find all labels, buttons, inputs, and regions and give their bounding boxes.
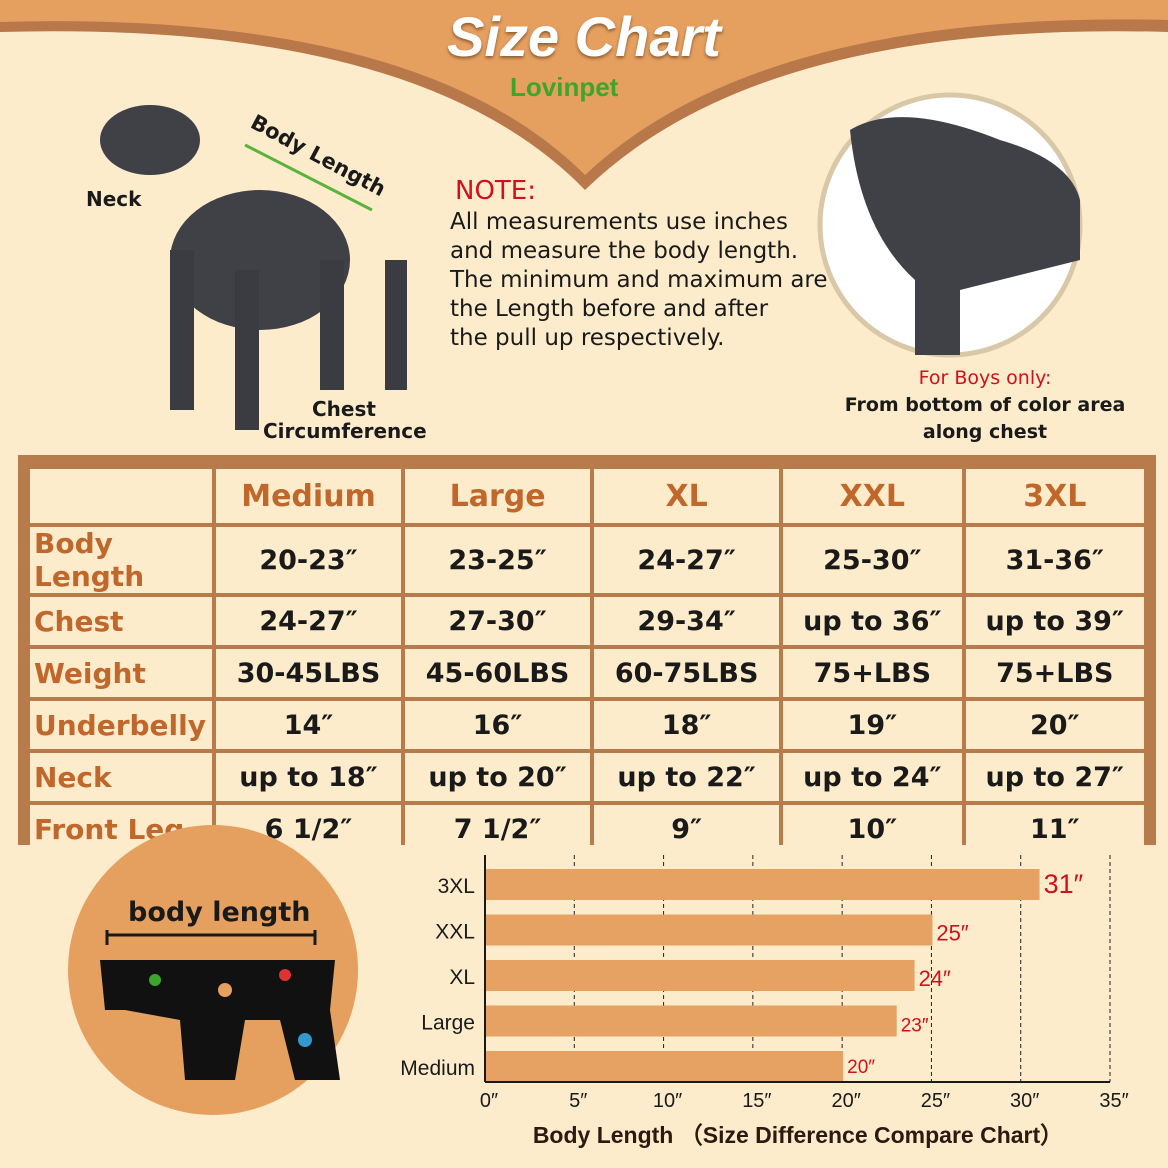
table-cell: 23-25″ — [405, 527, 591, 593]
neck-label: Neck — [86, 187, 142, 211]
table-cell: 20-23″ — [216, 527, 402, 593]
y-category-label: 3XL — [438, 875, 475, 898]
y-category-label: Large — [421, 1012, 475, 1035]
bar-XXL — [486, 914, 933, 946]
row-label: Neck — [30, 753, 212, 801]
bar-data-label: 24″ — [919, 966, 951, 991]
table-cell: up to 18″ — [216, 753, 402, 801]
circumference-label: Circumference — [263, 419, 427, 443]
chest-label: Chest — [312, 397, 376, 421]
x-tick-label: 5″ — [569, 1090, 587, 1112]
table-cell: 16″ — [405, 701, 591, 749]
brand-logo: Lovinpet — [510, 72, 619, 102]
table-cell: up to 22″ — [594, 753, 780, 801]
row-label: Body Length — [30, 527, 212, 593]
dog-illustration — [100, 105, 407, 430]
x-tick-label: 10″ — [653, 1090, 682, 1112]
table-row: Body Length 20-23″ 23-25″ 24-27″ 25-30″ 31-36… — [30, 527, 1144, 593]
bar-data-label: 31″ — [1044, 869, 1084, 899]
table-cell: 25-30″ — [783, 527, 962, 593]
row-label: Underbelly — [30, 701, 212, 749]
table-cell: up to 36″ — [783, 597, 962, 645]
x-tick-label: 35″ — [1099, 1090, 1128, 1112]
table-cell: 29-34″ — [594, 597, 780, 645]
x-axis-title: Body Length （Size Difference Compare Cha… — [533, 1122, 1063, 1148]
table-cell: 18″ — [594, 701, 780, 749]
table-row: Chest 24-27″ 27-30″ 29-34″ up to 36″ up to 39… — [30, 597, 1144, 645]
row-label: Chest — [30, 597, 212, 645]
table-cell: up to 27″ — [965, 753, 1144, 801]
table-cell: 14″ — [216, 701, 402, 749]
bar-data-label: 25″ — [936, 921, 968, 946]
y-category-label: Medium — [400, 1057, 475, 1080]
table-cell: up to 24″ — [783, 753, 962, 801]
row-label: Weight — [30, 649, 212, 697]
header-cell: XXL — [783, 469, 962, 523]
table-cell: 11″ — [965, 805, 1144, 853]
header-cell: XL — [594, 469, 780, 523]
size-table: Medium Large XL XXL 3XL Body Length 20-23… — [18, 455, 1156, 853]
note-heading: NOTE: — [455, 176, 536, 206]
table-cell: 20″ — [965, 701, 1144, 749]
header-banner — [0, 0, 1168, 430]
table-cell: 10″ — [783, 805, 962, 853]
x-tick-label: 0″ — [480, 1090, 498, 1112]
garment-image — [100, 930, 340, 1080]
bar-Medium — [486, 1051, 844, 1082]
table-cell: 60-75LBS — [594, 649, 780, 697]
table-cell: 27-30″ — [405, 597, 591, 645]
x-tick-label: 15″ — [742, 1090, 771, 1112]
table-cell: 24-27″ — [594, 527, 780, 593]
bar-XL — [486, 960, 915, 991]
table-row: Neck up to 18″ up to 20″ up to 22″ up to 24″… — [30, 753, 1144, 801]
table-cell: 31-36″ — [965, 527, 1144, 593]
bar-Large — [486, 1005, 897, 1037]
garment-body-length-label: body length — [128, 897, 311, 928]
y-category-label: XXL — [435, 921, 475, 944]
x-tick-label: 25″ — [921, 1090, 950, 1112]
table-header-row: Medium Large XL XXL 3XL — [30, 469, 1144, 523]
y-category-label: XL — [449, 966, 475, 989]
note-text: All measurements use inches and measure t… — [450, 209, 828, 351]
table-cell: up to 39″ — [965, 597, 1144, 645]
header-cell: 3XL — [965, 469, 1144, 523]
table-row: Underbelly 14″ 16″ 18″ 19″ 20″ — [30, 701, 1144, 749]
table-cell: up to 20″ — [405, 753, 591, 801]
table-cell: 75+LBS — [783, 649, 962, 697]
boys-note: For Boys only: From bottom of color area a… — [844, 367, 1126, 443]
table-cell: 30-45LBS — [216, 649, 402, 697]
table-cell: 9″ — [594, 805, 780, 853]
page-title: Size Chart — [447, 5, 721, 68]
bar-data-label: 23″ — [901, 1016, 929, 1037]
table-cell: 7 1/2″ — [405, 805, 591, 853]
bar-3XL — [486, 869, 1040, 900]
table-cell: 45-60LBS — [405, 649, 591, 697]
header-cell: Medium — [216, 469, 402, 523]
table-cell: 24-27″ — [216, 597, 402, 645]
table-cell: 75+LBS — [965, 649, 1144, 697]
bar-data-label: 20″ — [847, 1057, 875, 1078]
x-tick-label: 30″ — [1010, 1090, 1039, 1112]
table-cell: 19″ — [783, 701, 962, 749]
header-cell: Large — [405, 469, 591, 523]
header-cell — [30, 469, 212, 523]
x-tick-label: 20″ — [831, 1090, 860, 1112]
table-row: Weight 30-45LBS 45-60LBS 60-75LBS 75+LBS 75+L… — [30, 649, 1144, 697]
body-length-bar-chart: 0″ 5″ 10″ 15″ 20″ 25″ 30″ 35″ 3XL 31″ XXL 25″ XL 24″ L… — [400, 855, 1129, 1148]
